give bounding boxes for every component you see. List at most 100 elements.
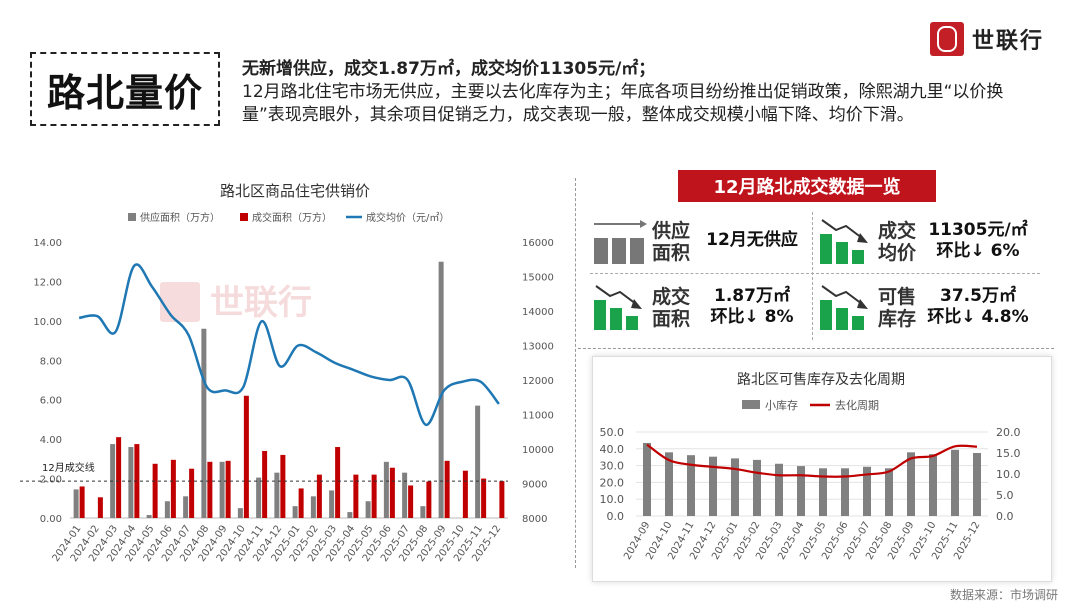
supply-bar: [292, 506, 298, 518]
supply-bar: [420, 506, 426, 518]
left-axis-tick: 10.00: [33, 317, 62, 328]
deal-bar: [79, 486, 85, 518]
supply-bar: [237, 508, 243, 518]
right-axis-tick: 16000: [522, 238, 554, 249]
supply-bar: [146, 515, 152, 518]
right-axis-tick: 12000: [522, 376, 554, 387]
deal-bar: [353, 474, 359, 518]
kpi-item: 成交 面积 1.87万㎡ 环比↓ 8%: [592, 282, 812, 338]
supply-bar: [438, 261, 444, 518]
left-axis-tick: 20.0: [600, 476, 625, 489]
legend-label: 供应面积（万方）: [140, 211, 220, 224]
left-axis-tick: 30.0: [600, 460, 625, 473]
legend-swatch: [240, 213, 248, 221]
left-axis-tick: 4.00: [40, 435, 62, 446]
kpi-item: 成交 均价 11305元/㎡ 环比↓ 6%: [818, 216, 1038, 272]
inventory-bar: [643, 442, 651, 516]
flat-bars-icon: [594, 220, 647, 264]
page-title-box: 路北量价: [30, 52, 220, 126]
deal-bar: [371, 474, 377, 518]
deal-bar: [316, 474, 322, 518]
logo-mark-icon: [930, 22, 964, 56]
deal-bar: [116, 437, 122, 518]
deal-bar: [499, 481, 505, 518]
kpi-value-change: 环比↓ 6%: [936, 241, 1020, 261]
right-axis-tick: 11000: [522, 411, 554, 422]
legend-swatch: [742, 400, 760, 409]
legend-label: 成交均价（元/㎡）: [366, 211, 449, 224]
right-axis-tick: 5.0: [996, 489, 1014, 502]
kpi-label-bottom: 均价: [878, 242, 917, 264]
kpi-value: 11305元/㎡ 环比↓ 6%: [922, 220, 1034, 262]
deal-bar: [97, 497, 103, 518]
kpi-label-top: 可售: [878, 286, 917, 308]
right-axis-tick: 20.0: [996, 426, 1021, 439]
supply-bar: [183, 496, 189, 518]
watermark-text: 世联行: [210, 283, 312, 323]
deal-bar: [389, 467, 395, 518]
legend-swatch: [128, 213, 136, 221]
price-line: [78, 263, 500, 427]
kpi-label-bottom: 面积: [652, 308, 691, 330]
supply-bar: [219, 461, 225, 518]
kpi-label-top: 成交: [652, 286, 691, 308]
kpi-value: 12月无供应: [696, 230, 808, 251]
deal-bar: [189, 468, 195, 518]
vertical-divider: [575, 178, 576, 568]
kpi-row-divider: [590, 273, 1040, 274]
kpi-panel-title: 12月路北成交数据一览: [678, 170, 936, 202]
left-axis-tick: 2.00: [40, 475, 62, 486]
deal-bar: [170, 459, 176, 518]
deal-bar: [152, 463, 158, 518]
declining-bars-icon: [594, 285, 642, 330]
headline-detail: 12月路北住宅市场无供应，主要以去化库存为主；年底各项目纷纷推出促销政策，除熙湖…: [242, 82, 1004, 125]
reference-line-label: 12月成交线: [42, 461, 95, 474]
chart-title: 路北区商品住宅供销价: [220, 182, 370, 200]
kpi-label: 可售 库存: [878, 286, 916, 330]
supply-bar: [256, 477, 262, 518]
deal-bar: [262, 450, 268, 518]
deal-bar: [243, 395, 249, 518]
inventory-bar: [709, 456, 717, 516]
kpi-value-main: 37.5万㎡: [940, 286, 1016, 306]
inventory-bar: [863, 466, 871, 516]
legend-label: 去化周期: [835, 398, 879, 412]
supply-bar: [73, 489, 79, 518]
inventory-bar: [665, 452, 673, 516]
kpi-label-top: 成交: [878, 220, 917, 242]
inventory-chart-frame: [592, 356, 1052, 582]
inventory-bar: [841, 468, 849, 516]
legend-label: 小库存: [765, 398, 798, 412]
deal-bar: [426, 481, 432, 518]
right-axis-tick: 15000: [522, 273, 554, 284]
kpi-label: 供应 面积: [652, 220, 690, 264]
deal-bar: [462, 470, 468, 518]
deal-bar: [481, 478, 487, 518]
inventory-bar: [907, 452, 915, 516]
deal-bar: [335, 447, 341, 518]
inventory-bar: [753, 459, 761, 516]
page-title: 路北量价: [46, 70, 203, 115]
kpi-label-top: 供应: [652, 220, 691, 242]
watermark-mark-icon: [160, 282, 200, 322]
right-axis-tick: 10.0: [996, 468, 1021, 481]
destock-cycle-line: [646, 443, 978, 478]
supply-bar: [310, 496, 316, 518]
supply-bar: [383, 461, 389, 518]
left-axis-tick: 10.0: [600, 493, 625, 506]
deal-bar: [298, 488, 304, 518]
right-axis-tick: 14000: [522, 307, 554, 318]
kpi-item: 供应 面积 12月无供应: [592, 216, 812, 272]
right-axis-tick: 9000: [522, 480, 547, 491]
deal-bar: [408, 485, 414, 518]
supply-bar: [402, 472, 408, 518]
inventory-bar: [951, 449, 959, 516]
kpi-label: 成交 面积: [652, 286, 690, 330]
deal-bar: [207, 461, 213, 518]
kpi-label-bottom: 面积: [652, 242, 691, 264]
deal-bar: [444, 460, 450, 518]
left-axis-tick: 40.0: [600, 443, 625, 456]
left-axis-tick: 0.00: [40, 514, 62, 525]
deal-bar: [225, 460, 231, 518]
